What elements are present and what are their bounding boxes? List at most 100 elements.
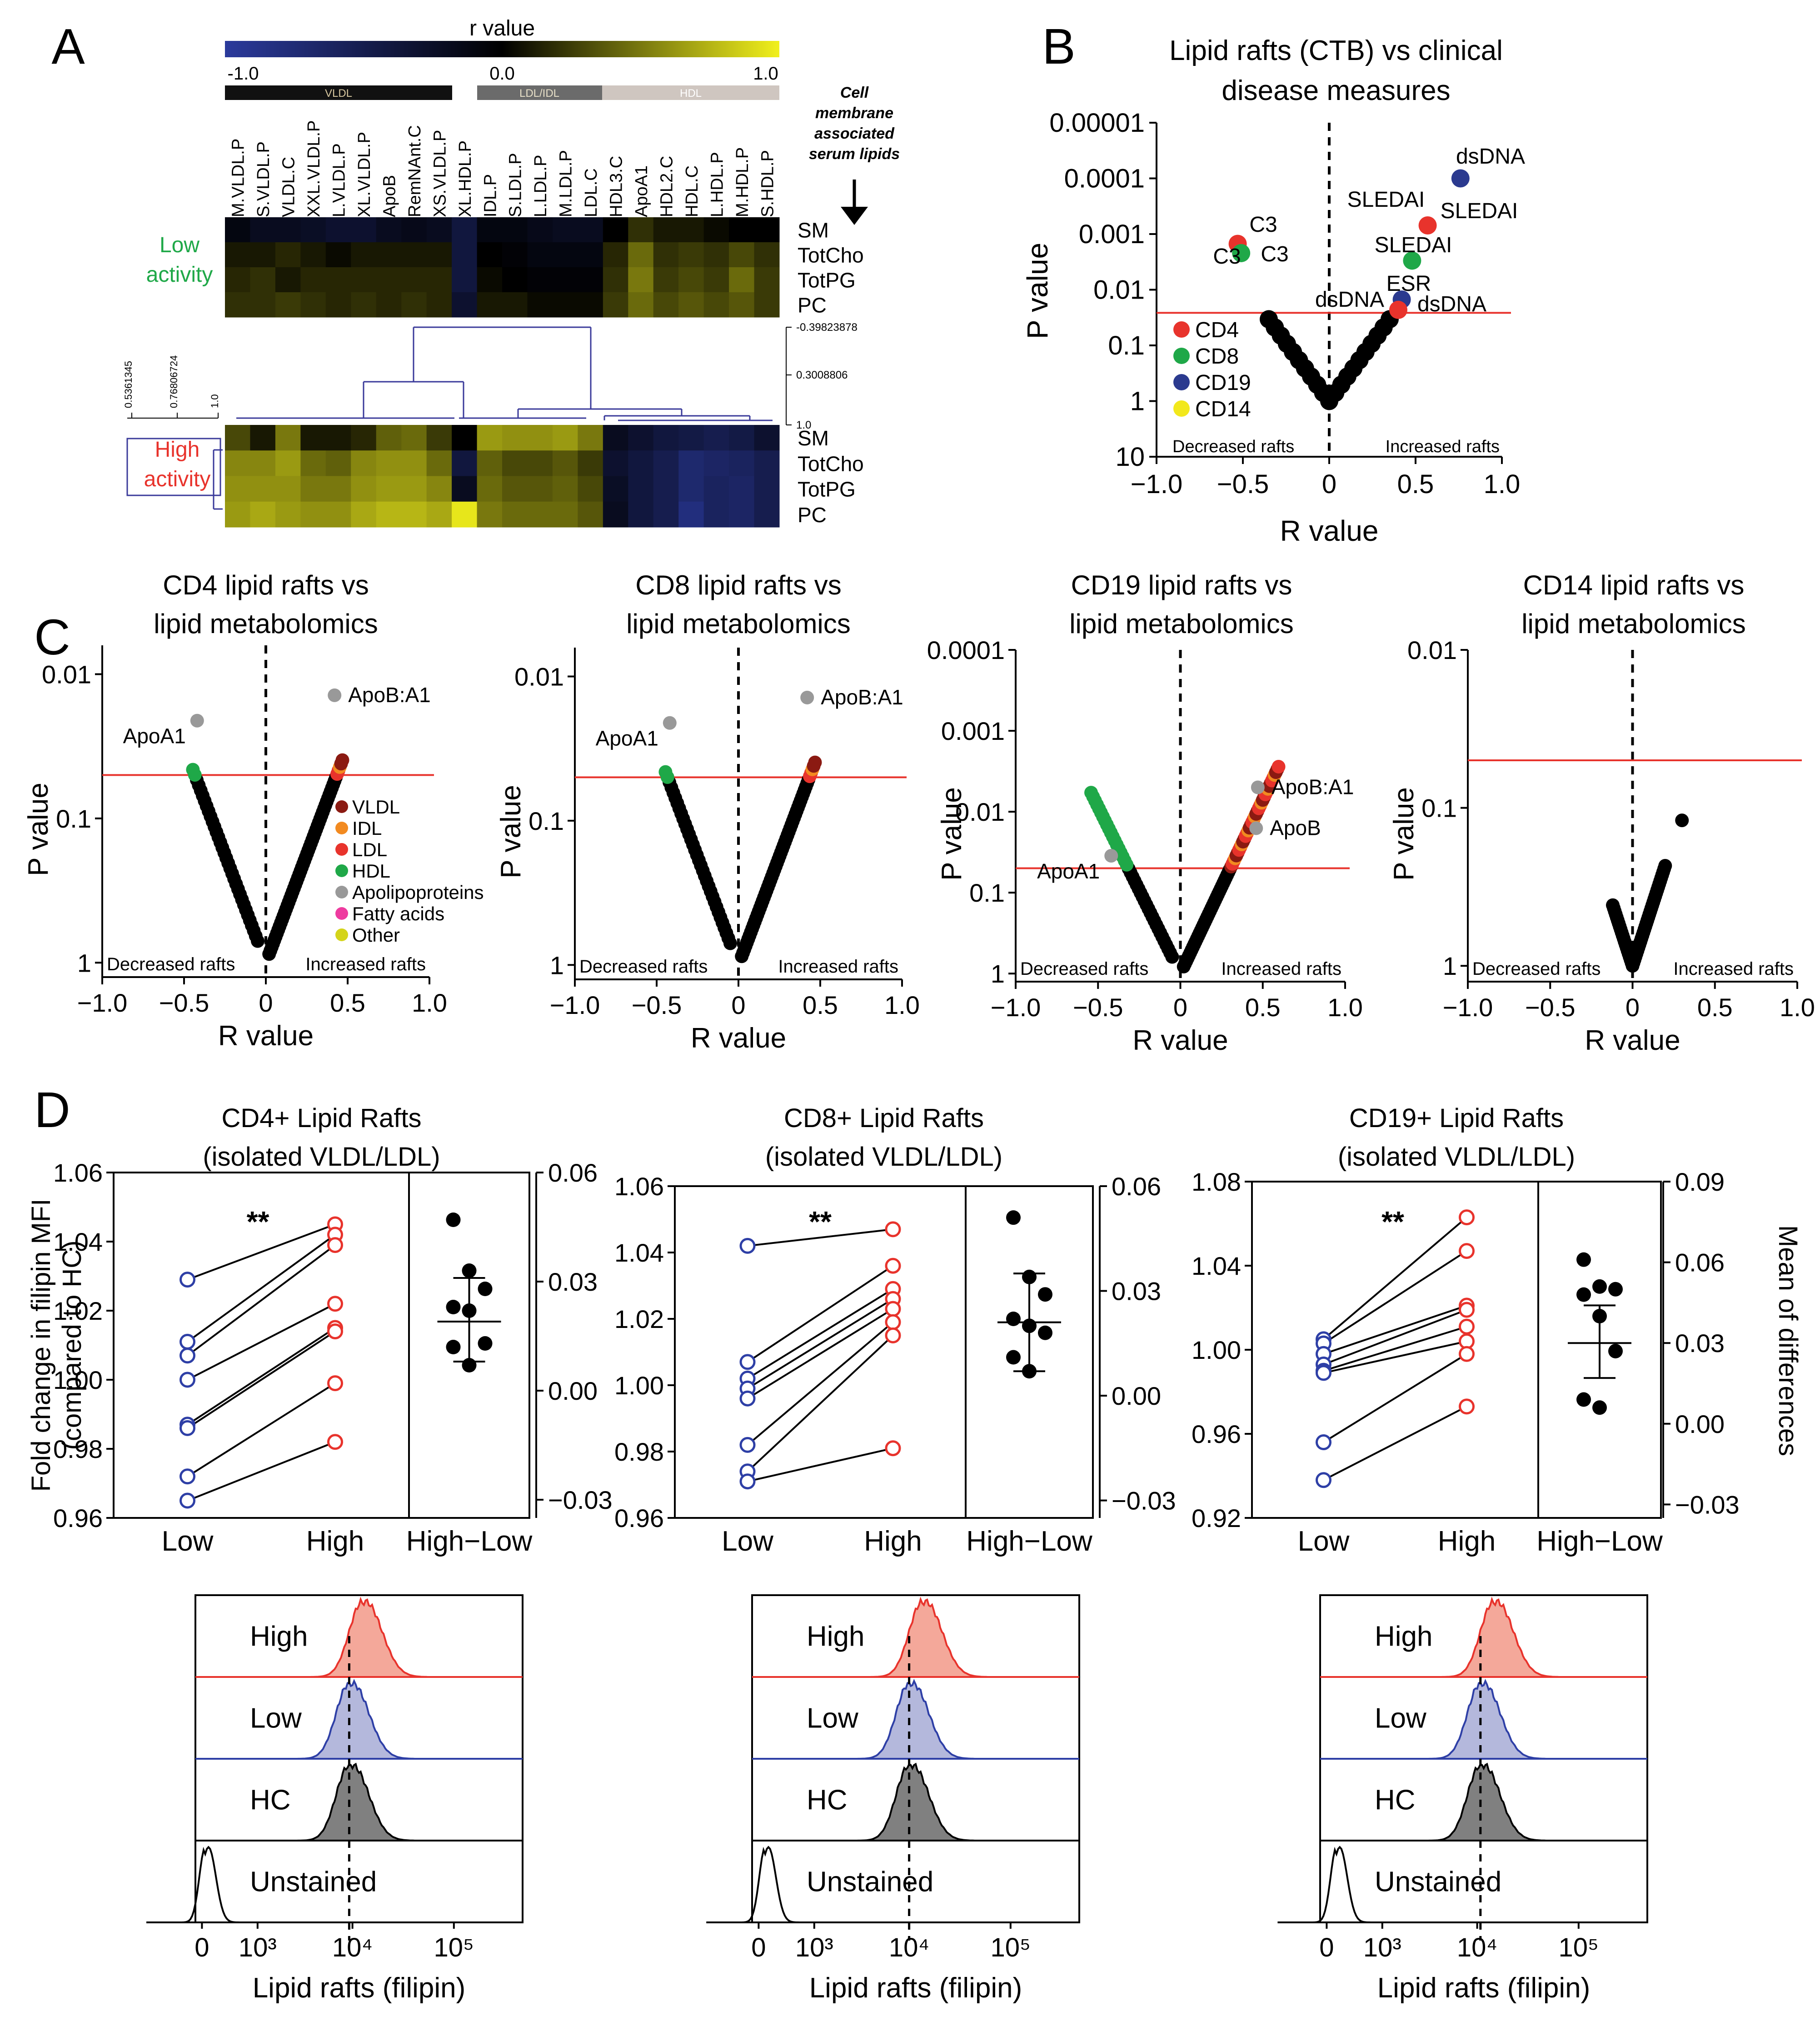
high-heatmap-row-label: SM: [798, 426, 829, 450]
low-heatmap-cell: [452, 242, 478, 268]
rvalue-colorbar: [225, 41, 779, 57]
low-heatmap-cell: [477, 267, 503, 293]
difference-point-d: [1576, 1392, 1591, 1407]
dendro-left-label: 1.0: [209, 394, 220, 408]
y-tick-label-b: 0.01: [1093, 275, 1145, 305]
high-heatmap-cell: [275, 425, 301, 451]
high-heatmap-cell: [351, 476, 377, 502]
legend-label-c: HDL: [352, 860, 390, 882]
paired-line-d: [1323, 1326, 1467, 1372]
low-heatmap-cell: [729, 242, 755, 268]
significant-point-b: [1451, 169, 1470, 188]
data-point-c: [658, 765, 673, 779]
low-heatmap-cell: [401, 217, 427, 243]
y-tick-label-d: 1.02: [614, 1305, 664, 1333]
high-heatmap-cell: [502, 425, 528, 451]
y-tick-label-d: 0.92: [1192, 1504, 1241, 1532]
high-heatmap-cell: [477, 501, 503, 528]
high-heatmap-cell: [603, 450, 628, 476]
annotation-b: dsDNA: [1456, 145, 1525, 169]
y-tick-label-c: 0.1: [1421, 794, 1457, 823]
low-heatmap-cell: [628, 267, 654, 293]
y-tick-label-c: 0.001: [941, 717, 1005, 745]
chart-title-d: (isolated VLDL/LDL): [1338, 1142, 1575, 1172]
high-heatmap-cell: [351, 450, 377, 476]
point-label-c: ApoB:A1: [1272, 775, 1354, 798]
y-tick-label-c: 1: [991, 959, 1005, 988]
paired-line-d: [747, 1308, 894, 1399]
y-axis-label-d: (compared to HC): [57, 1241, 87, 1450]
low-heatmap-cell: [729, 292, 755, 318]
x-tick-label-c: 1.0: [884, 991, 920, 1019]
paired-line-d: [747, 1265, 894, 1363]
difference-point-d: [1592, 1400, 1607, 1415]
class-bar-label: VLDL: [325, 87, 352, 100]
histogram-x-tick-label: 10³: [239, 1933, 277, 1962]
histogram-x-tick-label: 10⁵: [434, 1933, 474, 1962]
high-heatmap-cell: [754, 501, 780, 528]
legend-label-c: Other: [352, 924, 400, 946]
histogram-row-label: High: [807, 1621, 865, 1652]
high-point-d: [1459, 1302, 1475, 1318]
low-heatmap-cell: [527, 292, 553, 318]
high-heatmap-cell: [477, 450, 503, 476]
high-heatmap-cell: [300, 476, 326, 502]
high-point-d: [885, 1301, 901, 1317]
legend-marker-b: [1173, 400, 1190, 417]
decreased-label-b: Decreased rafts: [1172, 437, 1294, 456]
y-tick-label-d: 1.06: [53, 1158, 103, 1187]
low-heatmap-cell: [603, 267, 628, 293]
high-heatmap-cell: [729, 425, 755, 451]
chart-title-c: CD14 lipid rafts vs: [1523, 570, 1745, 600]
low-heatmap-cell: [578, 217, 603, 243]
difference-point-d: [446, 1300, 461, 1314]
low-heatmap-cell: [401, 242, 427, 268]
difference-point-d: [1006, 1312, 1021, 1326]
significant-point-b: [1418, 216, 1437, 235]
high-heatmap-cell: [452, 425, 478, 451]
class-bar-vldl: [225, 85, 452, 100]
decreased-label-c: Decreased rafts: [1472, 959, 1601, 979]
histogram-x-tick-label: 10⁵: [991, 1933, 1031, 1962]
histogram-curve: [862, 1597, 988, 1678]
low-heatmap-cell: [502, 292, 528, 318]
histogram-curve: [706, 1846, 831, 1923]
paired-line-d: [747, 1447, 893, 1482]
high-heatmap-cell: [678, 450, 704, 476]
histogram-row-label: HC: [1375, 1785, 1416, 1816]
high-heatmap-cell: [452, 501, 478, 528]
class-bar-hdl: [602, 85, 779, 100]
right-tick-label-d: 0.06: [1675, 1248, 1725, 1277]
high-heatmap-cell: [452, 476, 478, 502]
chart-title-b: disease measures: [1222, 75, 1450, 106]
low-heatmap-cell: [225, 292, 250, 318]
high-heatmap-cell: [225, 450, 250, 476]
group-label-low: activity: [146, 263, 213, 287]
legend-marker-c: [335, 800, 348, 813]
low-heatmap-cell: [250, 292, 276, 318]
scale-tick: -1.0: [228, 64, 259, 84]
low-heatmap-cell: [376, 242, 402, 268]
annotation-b: SLEDAI: [1347, 188, 1425, 212]
x-category-d: High−Low: [966, 1526, 1092, 1557]
x-tick-label-c: −0.5: [1525, 993, 1576, 1022]
annotation-b: dsDNA: [1417, 292, 1486, 316]
annotation-b: C3: [1249, 213, 1277, 237]
y-tick-label-b: 1: [1130, 387, 1145, 416]
low-heatmap-cell: [754, 242, 780, 268]
low-heatmap-cell: [225, 217, 250, 243]
scale-tick: 0.0: [489, 64, 515, 84]
difference-point-d: [1038, 1287, 1052, 1302]
x-tick-label-b: −0.5: [1217, 469, 1269, 499]
heatmap-column-label: M.HDL.P: [733, 147, 752, 217]
low-point-d: [739, 1354, 756, 1370]
heatmap-column-label: S.HDL.P: [758, 150, 777, 217]
label-point-c: [328, 688, 342, 702]
high-heatmap-cell: [653, 450, 679, 476]
paired-line-d: [1323, 1304, 1467, 1355]
histogram-x-tick-label: 0: [1319, 1933, 1334, 1962]
low-heatmap-cell: [703, 217, 729, 243]
low-heatmap-cell: [628, 242, 654, 268]
low-heatmap-cell: [351, 292, 377, 318]
histogram-row-label: Low: [250, 1703, 302, 1734]
